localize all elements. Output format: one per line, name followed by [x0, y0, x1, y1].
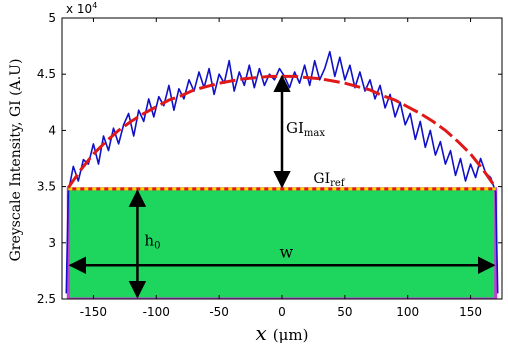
h0-label-base: h: [144, 232, 154, 250]
w-label: w: [279, 242, 293, 261]
h0-label: h0: [144, 232, 160, 252]
x-tick-label: 50: [337, 305, 352, 319]
y-tick-label: 3.5: [37, 180, 56, 194]
x-axis-var: x: [256, 321, 267, 345]
x-tick-label: -50: [209, 305, 229, 319]
x-tick-label: -100: [143, 305, 170, 319]
gi-ref-label-base: GI: [313, 171, 330, 187]
h0-label-sub: 0: [154, 241, 160, 252]
y-tick-label: 2.5: [37, 292, 56, 306]
gi-ref-label-sub: ref: [330, 178, 346, 189]
y-exponent-label: x 104: [66, 1, 97, 16]
series-line-noisy: [67, 50, 497, 193]
y-tick-label: 4.5: [37, 67, 56, 81]
gi-max-label: GImax: [286, 119, 325, 139]
x-axis-label: x (μm): [256, 321, 309, 345]
x-tick-label: -150: [80, 305, 107, 319]
x-tick-label: 0: [278, 305, 286, 319]
x-tick-label: 100: [396, 305, 419, 319]
y-exponent-power: 4: [92, 1, 97, 10]
x-axis-unit: (μm): [273, 326, 309, 344]
gi-max-label-sub: max: [304, 128, 325, 139]
series-tail-right: [494, 192, 499, 294]
y-axis-label: Greyscale Intensity, GI (A.U): [8, 59, 24, 262]
plot-frame: [61, 17, 503, 300]
gi-max-label-base: GI: [286, 119, 304, 137]
y-tick-label: 5: [48, 11, 56, 25]
series-fit-curve: [67, 74, 497, 189]
x-tick-label: 150: [459, 305, 482, 319]
y-exponent-base: x 10: [66, 2, 92, 16]
gi-ref-label: GIref: [313, 171, 345, 189]
y-tick-label: 3: [48, 236, 56, 250]
y-tick-label: 4: [48, 123, 56, 137]
series-tail-left: [65, 192, 70, 294]
